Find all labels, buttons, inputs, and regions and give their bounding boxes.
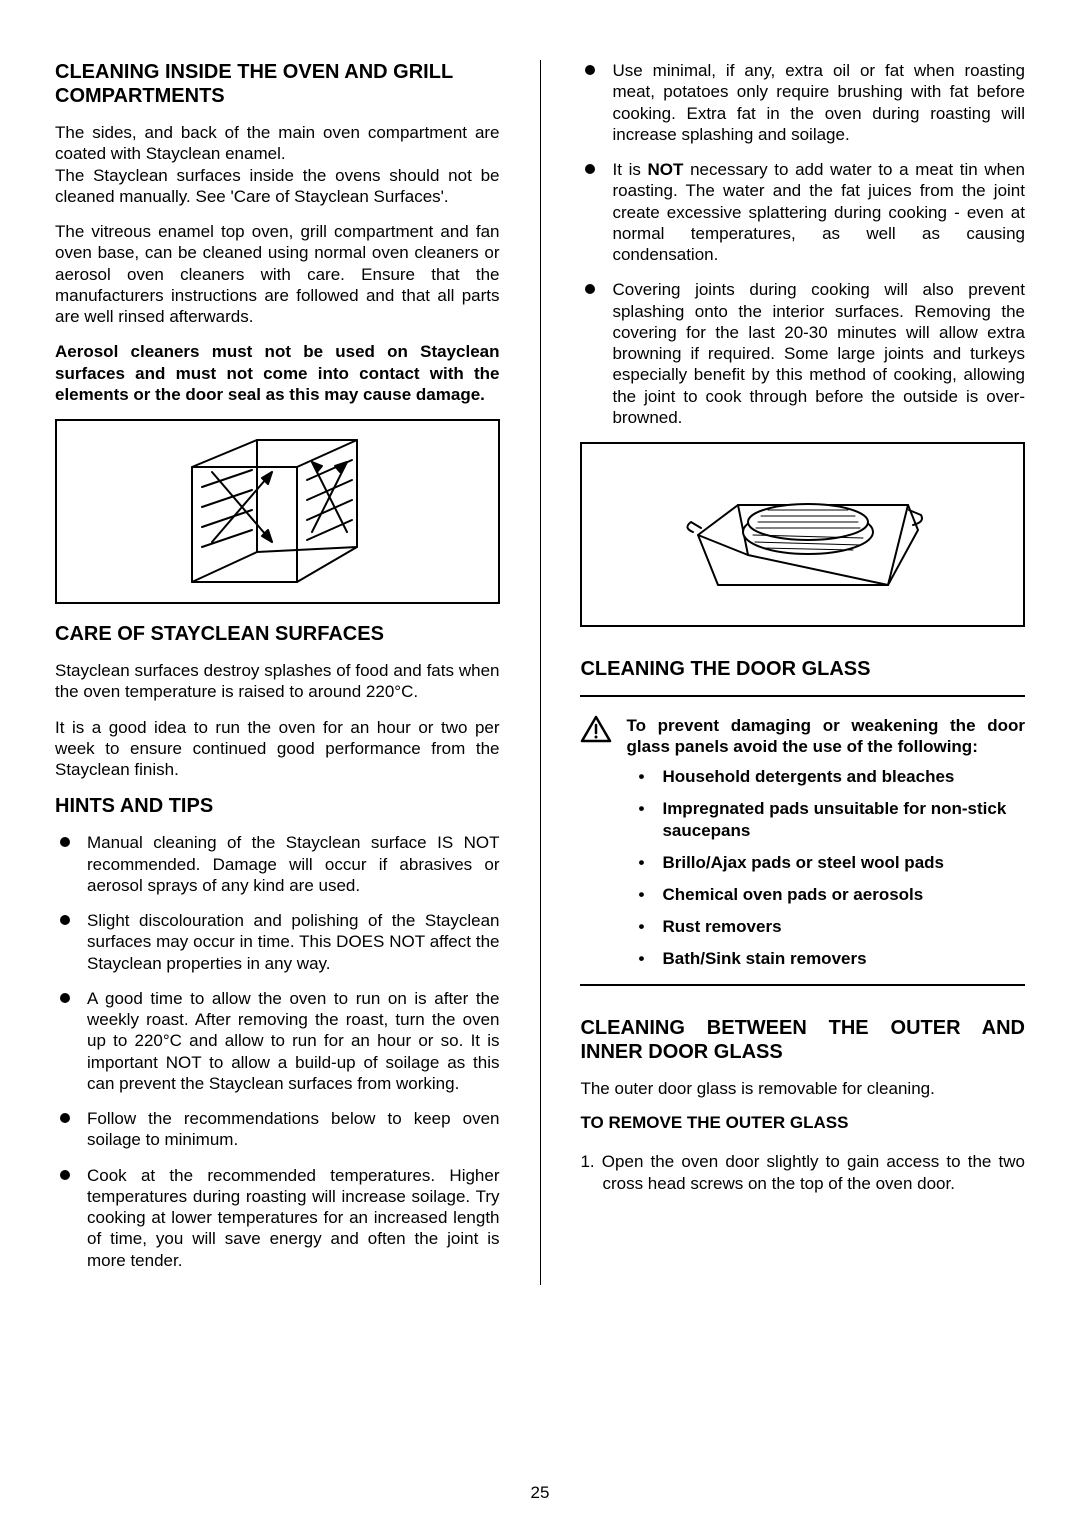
heading-remove-outer-glass: TO REMOVE THE OUTER GLASS <box>580 1113 1025 1133</box>
step-item: 1. Open the oven door slightly to gain a… <box>580 1151 1025 1194</box>
divider-line <box>580 984 1025 986</box>
figure-oven-interior <box>55 419 500 604</box>
figure-meat-tin <box>580 442 1025 627</box>
para: Stayclean surfaces destroy splashes of f… <box>55 660 500 703</box>
heading-cleaning-door-glass: CLEANING THE DOOR GLASS <box>580 657 1025 681</box>
warning-text: To prevent damaging or weakening the doo… <box>626 715 1025 758</box>
list-item: Bath/Sink stain removers <box>638 948 1025 970</box>
list-item: A good time to allow the oven to run on … <box>55 988 500 1094</box>
para-bold-warning: Aerosol cleaners must not be used on Sta… <box>55 341 500 405</box>
list-item: Household detergents and bleaches <box>638 766 1025 788</box>
list-item: Use minimal, if any, extra oil or fat wh… <box>580 60 1025 145</box>
oven-interior-diagram-icon <box>162 432 392 592</box>
list-item: Cook at the recommended temperatures. Hi… <box>55 1165 500 1271</box>
para: The Stayclean surfaces inside the ovens … <box>55 165 500 208</box>
avoid-list: Household detergents and bleaches Impreg… <box>580 766 1025 971</box>
divider-line <box>580 695 1025 697</box>
heading-cleaning-inside: CLEANING INSIDE THE OVEN AND GRILL COMPA… <box>55 60 500 108</box>
para: The outer door glass is removable for cl… <box>580 1078 1025 1099</box>
list-item: Rust removers <box>638 916 1025 938</box>
roasting-tin-diagram-icon <box>673 460 933 610</box>
heading-hints-tips: HINTS AND TIPS <box>55 794 500 818</box>
para: The sides, and back of the main oven com… <box>55 122 500 165</box>
para: The vitreous enamel top oven, grill comp… <box>55 221 500 327</box>
heading-cleaning-between-glass: CLEANING BETWEEN THE OUTER AND INNER DOO… <box>580 1016 1025 1064</box>
page-number: 25 <box>0 1483 1080 1503</box>
hints-list: Manual cleaning of the Stayclean surface… <box>55 832 500 1271</box>
para: It is a good idea to run the oven for an… <box>55 717 500 781</box>
left-column: CLEANING INSIDE THE OVEN AND GRILL COMPA… <box>55 60 500 1285</box>
column-divider <box>540 60 541 1285</box>
warning-triangle-icon <box>580 715 612 743</box>
list-item: Manual cleaning of the Stayclean surface… <box>55 832 500 896</box>
heading-care-stayclean: CARE OF STAYCLEAN SURFACES <box>55 622 500 646</box>
list-item: Covering joints during cooking will also… <box>580 279 1025 428</box>
list-item: Follow the recommendations below to keep… <box>55 1108 500 1151</box>
warning-block: To prevent damaging or weakening the doo… <box>580 715 1025 758</box>
right-column: Use minimal, if any, extra oil or fat wh… <box>580 60 1025 1285</box>
list-item: Slight discolouration and polishing of t… <box>55 910 500 974</box>
list-item: Chemical oven pads or aerosols <box>638 884 1025 906</box>
list-item: It is NOT necessary to add water to a me… <box>580 159 1025 265</box>
right-tips-list: Use minimal, if any, extra oil or fat wh… <box>580 60 1025 428</box>
list-item: Brillo/Ajax pads or steel wool pads <box>638 852 1025 874</box>
list-item: Impregnated pads unsuitable for non-stic… <box>638 798 1025 842</box>
